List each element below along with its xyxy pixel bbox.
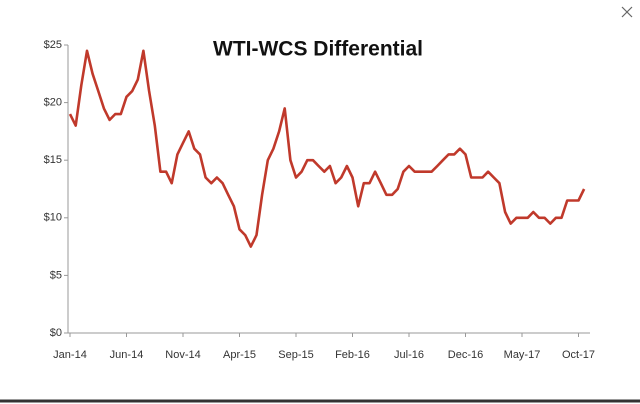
y-tick-label: $5 [50,269,62,281]
x-tick-label: Sep-15 [278,349,313,361]
y-tick-label: $20 [44,97,62,109]
chart-title: WTI-WCS Differential [213,38,423,61]
x-tick-label: Jan-14 [53,349,87,361]
data-line [68,49,586,248]
x-tick-label: Apr-15 [223,349,256,361]
x-tick-label: Dec-16 [448,349,483,361]
x-tick-label: Nov-14 [165,349,200,361]
x-tick-label: Jul-16 [394,349,424,361]
y-tick-label: $10 [44,212,62,224]
y-tick-label: $15 [44,154,62,166]
y-tick-label: $25 [44,39,62,51]
x-tick-label: May-17 [504,349,541,361]
x-tick-label: Jun-14 [110,349,144,361]
close-button[interactable] [621,6,633,18]
y-tick-label: $0 [50,327,62,339]
x-tick-label: Oct-17 [562,349,595,361]
x-tick-label: Feb-16 [335,349,370,361]
